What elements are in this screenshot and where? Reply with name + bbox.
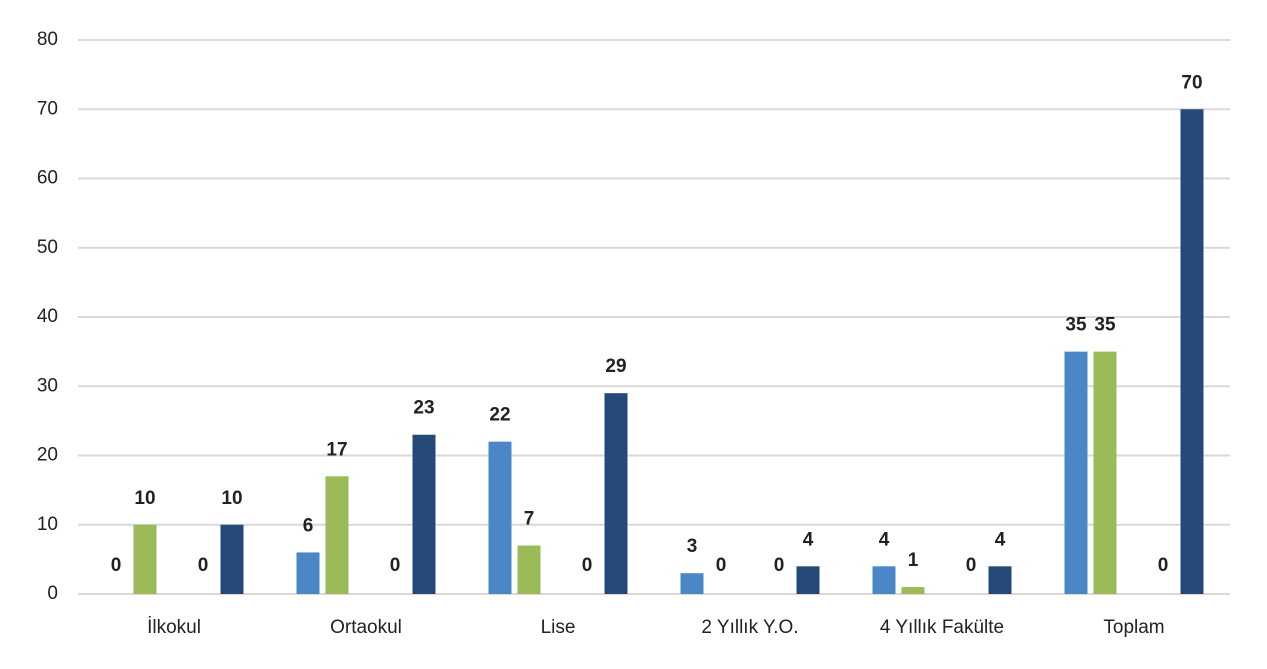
value-label: 10 bbox=[134, 488, 155, 509]
value-label: 0 bbox=[1158, 555, 1169, 576]
y-tick-label: 30 bbox=[37, 375, 58, 396]
value-label: 29 bbox=[605, 356, 626, 377]
y-tick-label: 80 bbox=[37, 29, 58, 50]
x-tick-label: 2 Yıllık Y.O. bbox=[701, 617, 798, 638]
value-label: 22 bbox=[489, 405, 510, 426]
y-tick-label: 40 bbox=[37, 306, 58, 327]
bar bbox=[517, 545, 541, 594]
y-tick-label: 70 bbox=[37, 98, 58, 119]
y-tick-label: 60 bbox=[37, 168, 58, 189]
bar bbox=[488, 441, 512, 594]
bar bbox=[412, 434, 436, 594]
value-label: 4 bbox=[803, 529, 814, 550]
x-tick-label: Toplam bbox=[1103, 617, 1164, 638]
bar bbox=[1180, 109, 1204, 594]
bar bbox=[901, 587, 925, 594]
value-label: 6 bbox=[303, 515, 314, 536]
bar bbox=[133, 524, 157, 594]
bar bbox=[1064, 351, 1088, 594]
bar bbox=[325, 476, 349, 594]
bar bbox=[796, 566, 820, 594]
value-label: 35 bbox=[1094, 315, 1116, 336]
value-label: 0 bbox=[716, 555, 727, 576]
bar bbox=[680, 573, 704, 594]
bar bbox=[220, 524, 244, 594]
value-label: 0 bbox=[582, 555, 593, 576]
value-label: 0 bbox=[966, 555, 977, 576]
y-tick-label: 10 bbox=[37, 514, 58, 535]
value-label: 4 bbox=[879, 529, 890, 550]
value-label: 70 bbox=[1181, 72, 1202, 93]
bar bbox=[1093, 351, 1117, 594]
bar bbox=[988, 566, 1012, 594]
x-tick-label: İlkokul bbox=[147, 617, 201, 638]
x-tick-label: Lise bbox=[541, 617, 576, 638]
bar bbox=[872, 566, 896, 594]
value-label: 0 bbox=[390, 555, 401, 576]
bar bbox=[296, 552, 320, 594]
value-label: 0 bbox=[111, 555, 122, 576]
y-tick-label: 0 bbox=[47, 583, 58, 604]
value-label: 35 bbox=[1065, 315, 1087, 336]
value-label: 7 bbox=[524, 509, 535, 530]
value-label: 0 bbox=[198, 555, 209, 576]
value-label: 0 bbox=[774, 555, 785, 576]
bar bbox=[604, 393, 628, 594]
value-label: 17 bbox=[326, 439, 347, 460]
y-tick-label: 20 bbox=[37, 445, 58, 466]
value-label: 3 bbox=[687, 536, 698, 557]
y-tick-label: 50 bbox=[37, 237, 58, 258]
x-tick-label: 4 Yıllık Fakülte bbox=[880, 617, 1004, 638]
value-label: 4 bbox=[995, 529, 1006, 550]
x-tick-label: Ortaokul bbox=[330, 617, 402, 638]
value-label: 10 bbox=[221, 488, 242, 509]
value-label: 23 bbox=[413, 398, 434, 419]
value-label: 1 bbox=[908, 550, 919, 571]
